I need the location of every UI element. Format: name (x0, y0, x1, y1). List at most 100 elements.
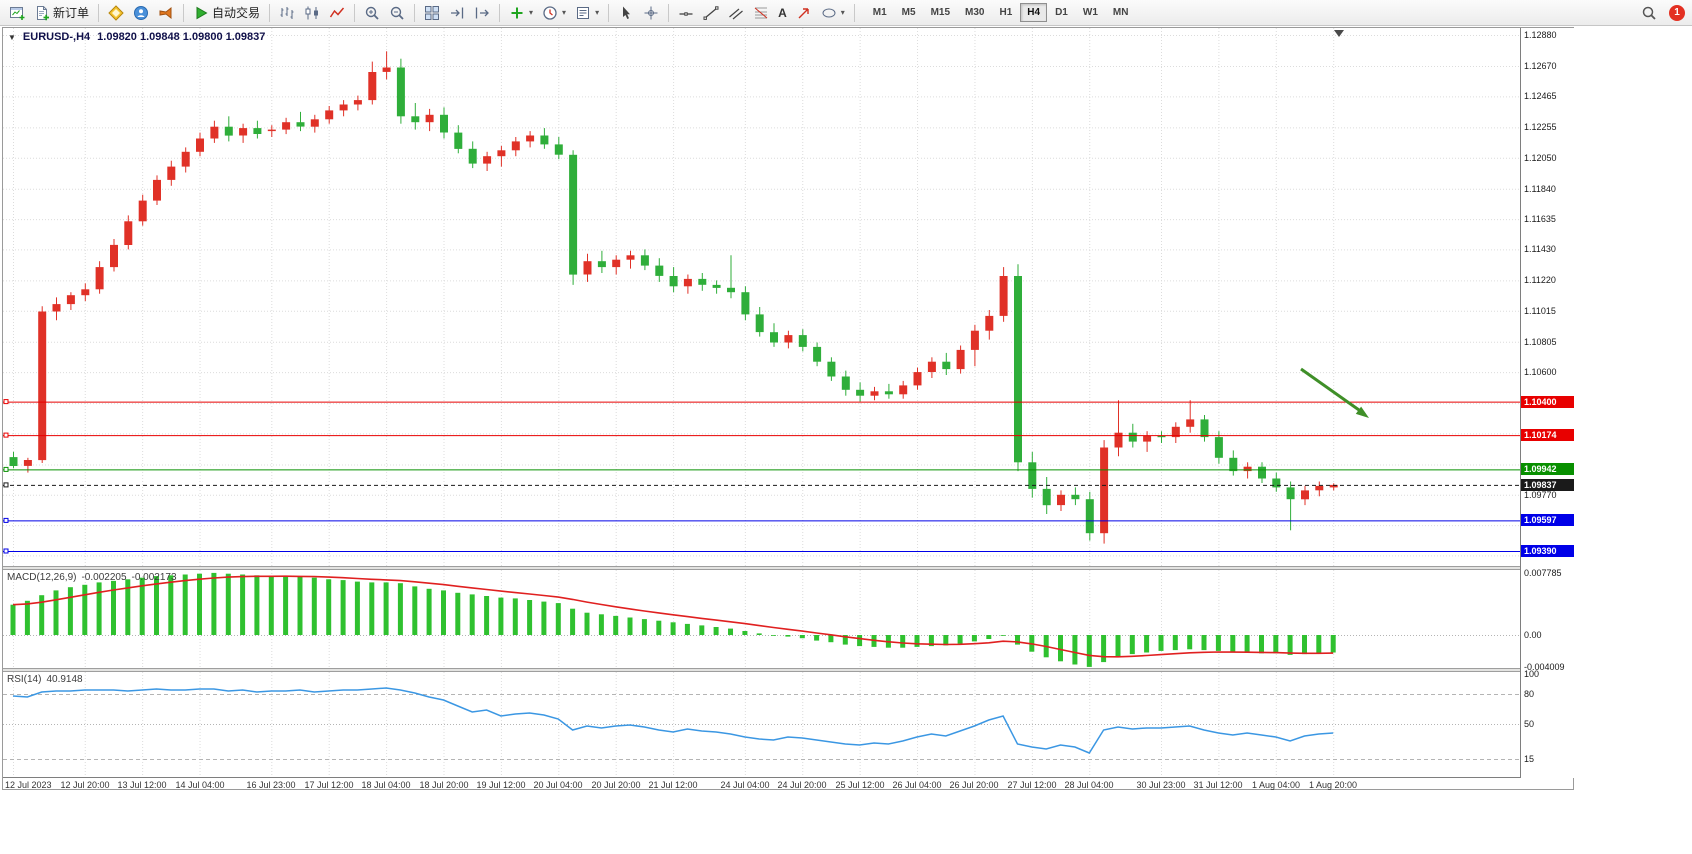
indicators-icon (511, 7, 523, 18)
cursor-button[interactable] (614, 2, 638, 24)
trendline-tool-button[interactable] (699, 2, 723, 24)
search-button[interactable] (1637, 2, 1661, 24)
zoom-out-button[interactable] (385, 2, 409, 24)
timeframe-d1-button[interactable]: D1 (1048, 3, 1075, 22)
rsi-value: 40.9148 (46, 674, 83, 685)
price-axis-label: 1.11635 (1524, 214, 1556, 224)
timeframe-m1-button[interactable]: M1 (866, 3, 894, 22)
line-chart-icon (329, 7, 345, 17)
channel-tool-button[interactable] (724, 2, 748, 24)
new-order-icon (37, 5, 49, 20)
new-chart-button[interactable] (5, 2, 29, 24)
community-button[interactable] (129, 2, 153, 24)
time-axis-label: 30 Jul 23:00 (1136, 780, 1186, 790)
macd-pane[interactable]: MACD(12,26,9) -0.002205 -0.002173 (3, 570, 1520, 668)
time-axis-label: 18 Jul 20:00 (419, 780, 469, 790)
time-axis-label: 26 Jul 20:00 (949, 780, 999, 790)
price-axis-label: 1.11430 (1524, 244, 1556, 254)
indicators-button[interactable]: ▾ (505, 2, 537, 24)
toolbar-separator (414, 3, 416, 22)
text-tool-button[interactable]: A (774, 2, 791, 24)
horizontal-line-icon (679, 11, 693, 16)
timeframe-m15-button[interactable]: M15 (924, 3, 957, 22)
macd-axis-label: 0.007785 (1524, 568, 1562, 578)
zoom-in-icon (365, 6, 379, 20)
autotrading-label: 自动交易 (212, 6, 261, 20)
time-axis-label: 27 Jul 12:00 (1007, 780, 1057, 790)
rsi-pane[interactable]: RSI(14) 40.9148 (3, 672, 1520, 777)
auto-scroll-icon (451, 7, 464, 18)
time-axis-label: 14 Jul 04:00 (175, 780, 225, 790)
notification-badge[interactable]: 1 (1669, 4, 1685, 21)
tile-windows-icon (425, 5, 440, 20)
zoom-in-button[interactable] (360, 2, 384, 24)
fibonacci-tool-button[interactable] (749, 2, 773, 24)
text-tool-icon: A (778, 5, 787, 20)
timeframe-mn-button[interactable]: MN (1106, 3, 1136, 22)
chart-symbol-period: EURUSD-,H4 (22, 31, 91, 43)
time-axis-label: 26 Jul 04:00 (892, 780, 942, 790)
toolbar-separator (853, 3, 855, 22)
line-chart-button[interactable] (325, 2, 349, 24)
metaeditor-button[interactable] (104, 2, 128, 24)
shapes-tool-button[interactable]: ▾ (817, 2, 849, 24)
candlestick-chart-button[interactable] (300, 2, 324, 24)
timeframe-m30-button[interactable]: M30 (958, 3, 991, 22)
new-order-label: 新订单 (53, 6, 90, 20)
time-axis[interactable]: 12 Jul 2023 12 Jul 20:00 13 Jul 12:00 14 Ju… (3, 777, 1520, 791)
timeframe-toolbar: M1 M5 M15 M30 H1 H4 D1 W1 MN (866, 3, 1136, 22)
main-chart-pane[interactable]: ▼ EURUSD-,H4 1.09820 1.09848 1.09800 1.0… (3, 28, 1520, 566)
price-axis-label: 1.12255 (1524, 122, 1557, 132)
price-axis-label: 1.12670 (1524, 61, 1557, 71)
templates-caret-icon: ▾ (595, 8, 600, 17)
fibonacci-icon (754, 7, 768, 18)
new-order-button[interactable]: 新订单 (30, 2, 93, 24)
candlestick-canvas[interactable] (3, 28, 1520, 566)
toolbar-separator (668, 3, 670, 22)
rsi-canvas[interactable] (3, 672, 1520, 777)
candlestick-chart-icon (305, 6, 319, 19)
timeframe-h4-button[interactable]: H4 (1020, 3, 1048, 22)
time-axis-label: 31 Jul 12:00 (1193, 780, 1243, 790)
price-line-label[interactable]: 1.09837 (1521, 479, 1574, 491)
time-axis-label: 25 Jul 12:00 (835, 780, 885, 790)
time-axis-label: 1 Aug 20:00 (1308, 780, 1358, 790)
price-line-label[interactable]: 1.09597 (1521, 514, 1574, 526)
timeframe-w1-button[interactable]: W1 (1076, 3, 1105, 22)
pane-separator-rsi[interactable] (3, 668, 1520, 672)
auto-scroll-button[interactable] (445, 2, 469, 24)
arrow-tool-button[interactable] (792, 2, 816, 24)
community-icon (134, 5, 149, 20)
price-axis[interactable]: 1.12880 1.12670 1.12465 1.12255 1.12050 1.118… (1520, 28, 1574, 778)
periods-button[interactable]: ▾ (538, 2, 570, 24)
time-axis-label: 13 Jul 12:00 (117, 780, 167, 790)
new-chart-icon (10, 6, 25, 20)
chart-header: ▼ EURUSD-,H4 1.09820 1.09848 1.09800 1.0… (8, 31, 265, 43)
chart-shift-button[interactable] (470, 2, 494, 24)
periods-caret-icon: ▾ (562, 8, 567, 17)
chart-shift-icon (475, 7, 489, 18)
timeframe-h1-button[interactable]: H1 (992, 3, 1019, 22)
shapes-caret-icon: ▾ (840, 8, 845, 17)
time-axis-label: 21 Jul 12:00 (648, 780, 698, 790)
metaeditor-icon (108, 4, 124, 21)
crosshair-button[interactable] (639, 2, 663, 24)
news-button[interactable] (154, 2, 178, 24)
templates-button[interactable]: ▾ (571, 2, 603, 24)
timeframe-m5-button[interactable]: M5 (895, 3, 923, 22)
horizontal-line-tool-button[interactable] (674, 2, 698, 24)
price-line-label[interactable]: 1.09390 (1521, 545, 1574, 557)
price-line-label[interactable]: 1.09942 (1521, 463, 1574, 475)
autotrading-button[interactable]: 自动交易 (189, 2, 264, 24)
macd-signal-value: -0.002173 (131, 572, 177, 583)
macd-canvas[interactable] (3, 570, 1520, 668)
bar-chart-button[interactable] (275, 2, 299, 24)
tile-windows-button[interactable] (420, 2, 444, 24)
price-axis-label: 1.12880 (1524, 30, 1557, 40)
one-click-trading-caret-icon[interactable]: ▼ (8, 32, 16, 42)
price-line-label[interactable]: 1.10400 (1521, 396, 1574, 408)
pane-separator-macd[interactable] (3, 566, 1520, 570)
toolbar-separator (608, 3, 610, 22)
price-line-label[interactable]: 1.10174 (1521, 429, 1574, 441)
